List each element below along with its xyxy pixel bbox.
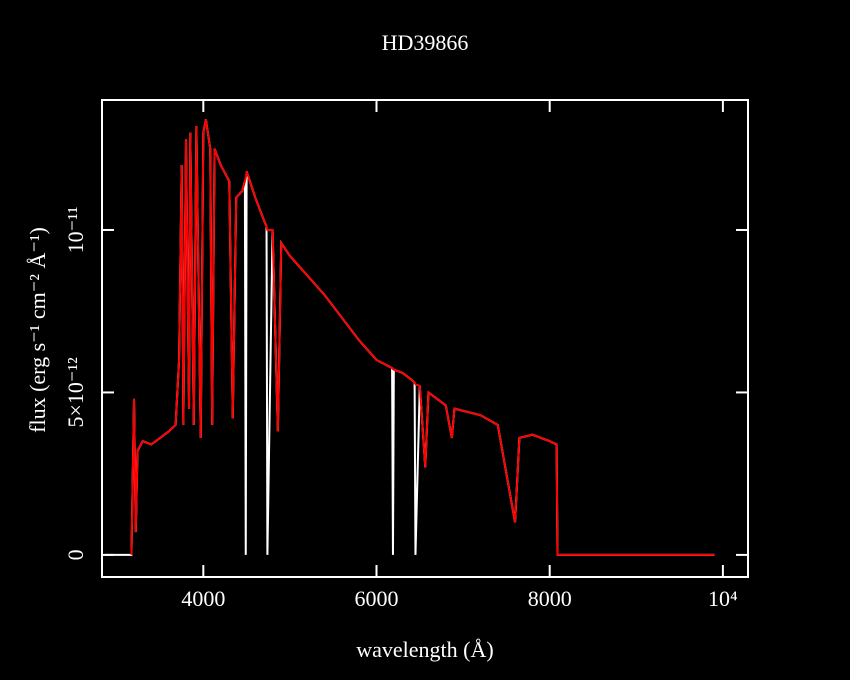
chart-title: HD39866: [382, 30, 469, 55]
x-tick-label: 4000: [181, 586, 225, 611]
y-axis-label: flux (erg s⁻¹ cm⁻² Å⁻¹): [25, 227, 50, 433]
y-tick-label: 5×10⁻¹²: [63, 357, 88, 428]
x-tick-label: 6000: [355, 586, 399, 611]
plot-frame: [101, 99, 749, 578]
x-axis-label: wavelength (Å): [356, 637, 493, 662]
y-tick-label: 0: [63, 549, 88, 560]
spectrum-line: [130, 119, 715, 556]
x-tick-label: 10⁴: [708, 586, 738, 611]
y-tick-label: 10⁻¹¹: [63, 207, 88, 254]
x-tick-label: 8000: [528, 586, 572, 611]
